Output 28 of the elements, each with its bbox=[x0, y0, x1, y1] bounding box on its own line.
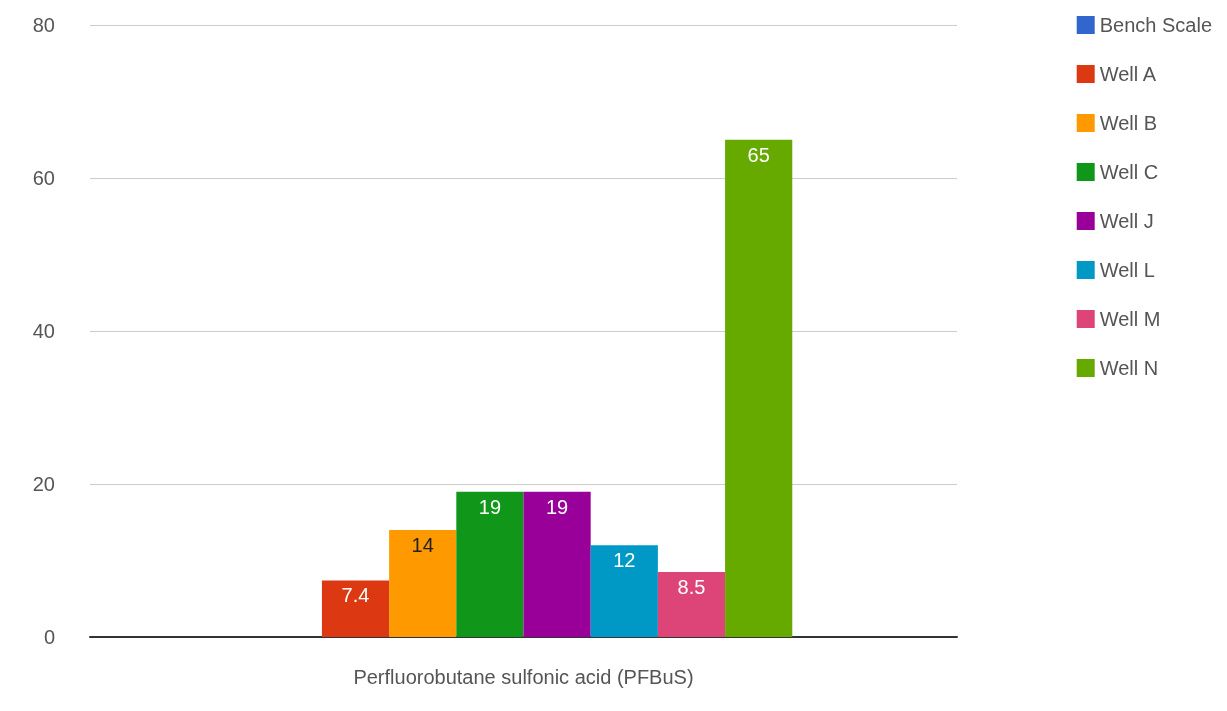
legend-label: Well A bbox=[1099, 63, 1157, 85]
legend-label: Well N bbox=[1099, 357, 1159, 379]
legend-label: Well C bbox=[1099, 161, 1159, 183]
legend-label: Bench Scale bbox=[1099, 14, 1212, 36]
bar bbox=[725, 139, 793, 637]
bar bbox=[523, 491, 591, 637]
bar bbox=[590, 545, 658, 637]
bar bbox=[657, 571, 726, 637]
y-tick-label: 40 bbox=[32, 320, 55, 342]
legend-label: Well B bbox=[1099, 112, 1158, 134]
y-tick-label: 80 bbox=[32, 14, 55, 36]
y-tick-label: 60 bbox=[32, 167, 55, 189]
y-tick-label: 20 bbox=[32, 473, 55, 495]
data-label: 12 bbox=[613, 549, 636, 572]
bar bbox=[456, 491, 524, 637]
data-label: 14 bbox=[411, 533, 434, 556]
bar bbox=[389, 529, 457, 637]
data-label: 19 bbox=[478, 495, 502, 518]
data-label: 7.4 bbox=[341, 584, 370, 607]
bar bbox=[321, 580, 390, 637]
data-label: 19 bbox=[545, 495, 569, 518]
legend-label: Well J bbox=[1099, 210, 1154, 232]
data-label: 65 bbox=[747, 143, 770, 166]
y-tick-label: 0 bbox=[43, 626, 55, 648]
legend-label: Well M bbox=[1099, 308, 1161, 330]
data-label: 8.5 bbox=[677, 575, 706, 598]
legend-label: Well L bbox=[1099, 259, 1155, 281]
x-tick-label: Perfluorobutane sulfonic acid (PFBuS) bbox=[353, 666, 694, 688]
